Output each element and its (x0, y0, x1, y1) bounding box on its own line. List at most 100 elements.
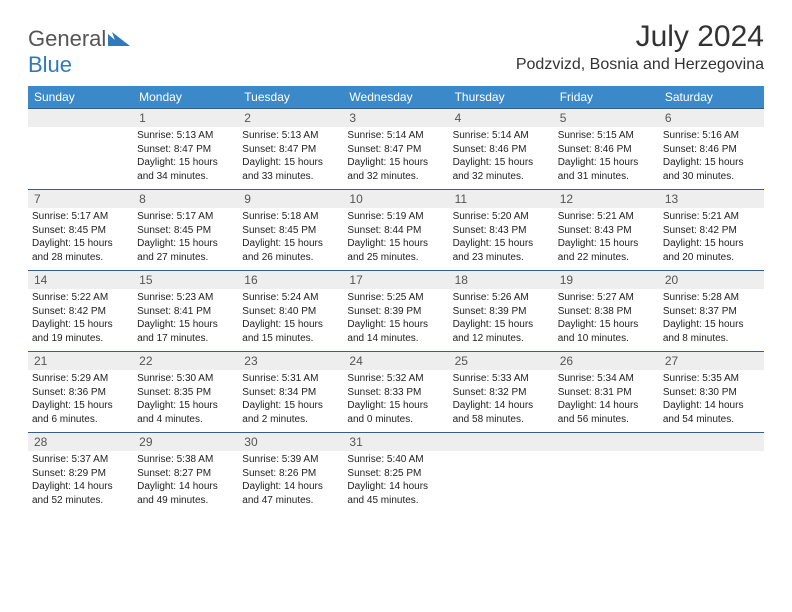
sunrise-line: Sunrise: 5:17 AM (32, 210, 129, 224)
weekday-header: Tuesday (238, 86, 343, 109)
sunrise-line: Sunrise: 5:31 AM (242, 372, 339, 386)
daylight-line: Daylight: 15 hours and 32 minutes. (347, 156, 444, 183)
sunset-line: Sunset: 8:25 PM (347, 467, 444, 481)
day-cell: Sunrise: 5:38 AMSunset: 8:27 PMDaylight:… (133, 451, 238, 513)
day-cell: Sunrise: 5:40 AMSunset: 8:25 PMDaylight:… (343, 451, 448, 513)
daylight-line: Daylight: 14 hours and 47 minutes. (242, 480, 339, 507)
logo-word-2: Blue (28, 52, 72, 77)
day-number: 31 (343, 433, 448, 452)
day-number: 14 (28, 271, 133, 290)
daylight-line: Daylight: 15 hours and 0 minutes. (347, 399, 444, 426)
sunrise-line: Sunrise: 5:26 AM (453, 291, 550, 305)
weekday-header: Wednesday (343, 86, 448, 109)
daylight-line: Daylight: 15 hours and 6 minutes. (32, 399, 129, 426)
header: General Blue July 2024 Podzvizd, Bosnia … (28, 20, 764, 78)
weekday-header: Monday (133, 86, 238, 109)
sunset-line: Sunset: 8:46 PM (558, 143, 655, 157)
daylight-line: Daylight: 15 hours and 4 minutes. (137, 399, 234, 426)
sunset-line: Sunset: 8:47 PM (137, 143, 234, 157)
title-block: July 2024 Podzvizd, Bosnia and Herzegovi… (516, 20, 764, 74)
sunset-line: Sunset: 8:45 PM (137, 224, 234, 238)
sunrise-line: Sunrise: 5:33 AM (453, 372, 550, 386)
day-number: 26 (554, 352, 659, 371)
weekday-header: Sunday (28, 86, 133, 109)
sunrise-line: Sunrise: 5:28 AM (663, 291, 760, 305)
day-number: 28 (28, 433, 133, 452)
day-cell: Sunrise: 5:29 AMSunset: 8:36 PMDaylight:… (28, 370, 133, 433)
daylight-line: Daylight: 15 hours and 15 minutes. (242, 318, 339, 345)
sunset-line: Sunset: 8:36 PM (32, 386, 129, 400)
day-number: 22 (133, 352, 238, 371)
day-number: 20 (659, 271, 764, 290)
daylight-line: Daylight: 15 hours and 8 minutes. (663, 318, 760, 345)
sunrise-line: Sunrise: 5:18 AM (242, 210, 339, 224)
day-cell: Sunrise: 5:13 AMSunset: 8:47 PMDaylight:… (238, 127, 343, 190)
sunset-line: Sunset: 8:37 PM (663, 305, 760, 319)
day-number: 18 (449, 271, 554, 290)
daylight-line: Daylight: 15 hours and 20 minutes. (663, 237, 760, 264)
day-cell: Sunrise: 5:15 AMSunset: 8:46 PMDaylight:… (554, 127, 659, 190)
sunrise-line: Sunrise: 5:37 AM (32, 453, 129, 467)
sunset-line: Sunset: 8:32 PM (453, 386, 550, 400)
day-detail-row: Sunrise: 5:22 AMSunset: 8:42 PMDaylight:… (28, 289, 764, 352)
day-detail-row: Sunrise: 5:17 AMSunset: 8:45 PMDaylight:… (28, 208, 764, 271)
sunset-line: Sunset: 8:39 PM (347, 305, 444, 319)
day-cell: Sunrise: 5:31 AMSunset: 8:34 PMDaylight:… (238, 370, 343, 433)
day-detail-row: Sunrise: 5:29 AMSunset: 8:36 PMDaylight:… (28, 370, 764, 433)
sunrise-line: Sunrise: 5:25 AM (347, 291, 444, 305)
sunset-line: Sunset: 8:43 PM (558, 224, 655, 238)
day-number (659, 433, 764, 452)
sunrise-line: Sunrise: 5:14 AM (453, 129, 550, 143)
sunrise-line: Sunrise: 5:21 AM (558, 210, 655, 224)
sunrise-line: Sunrise: 5:34 AM (558, 372, 655, 386)
sunset-line: Sunset: 8:46 PM (663, 143, 760, 157)
sunrise-line: Sunrise: 5:15 AM (558, 129, 655, 143)
day-cell (554, 451, 659, 513)
weekday-header: Thursday (449, 86, 554, 109)
weekday-header: Saturday (659, 86, 764, 109)
day-number: 17 (343, 271, 448, 290)
day-cell: Sunrise: 5:35 AMSunset: 8:30 PMDaylight:… (659, 370, 764, 433)
sunset-line: Sunset: 8:26 PM (242, 467, 339, 481)
day-cell (449, 451, 554, 513)
day-number: 5 (554, 109, 659, 128)
day-cell: Sunrise: 5:27 AMSunset: 8:38 PMDaylight:… (554, 289, 659, 352)
day-cell: Sunrise: 5:16 AMSunset: 8:46 PMDaylight:… (659, 127, 764, 190)
sunset-line: Sunset: 8:44 PM (347, 224, 444, 238)
daylight-line: Daylight: 14 hours and 58 minutes. (453, 399, 550, 426)
day-number: 12 (554, 190, 659, 209)
sunrise-line: Sunrise: 5:20 AM (453, 210, 550, 224)
day-cell (28, 127, 133, 190)
daylight-line: Daylight: 14 hours and 54 minutes. (663, 399, 760, 426)
daylight-line: Daylight: 15 hours and 27 minutes. (137, 237, 234, 264)
sunset-line: Sunset: 8:30 PM (663, 386, 760, 400)
day-number: 27 (659, 352, 764, 371)
weekday-header-row: Sunday Monday Tuesday Wednesday Thursday… (28, 86, 764, 109)
day-cell: Sunrise: 5:22 AMSunset: 8:42 PMDaylight:… (28, 289, 133, 352)
daylight-line: Daylight: 15 hours and 19 minutes. (32, 318, 129, 345)
daylight-line: Daylight: 15 hours and 32 minutes. (453, 156, 550, 183)
day-detail-row: Sunrise: 5:13 AMSunset: 8:47 PMDaylight:… (28, 127, 764, 190)
sunrise-line: Sunrise: 5:29 AM (32, 372, 129, 386)
daylight-line: Daylight: 14 hours and 49 minutes. (137, 480, 234, 507)
day-cell: Sunrise: 5:18 AMSunset: 8:45 PMDaylight:… (238, 208, 343, 271)
day-number: 6 (659, 109, 764, 128)
daylight-line: Daylight: 15 hours and 23 minutes. (453, 237, 550, 264)
sunrise-line: Sunrise: 5:24 AM (242, 291, 339, 305)
weekday-header: Friday (554, 86, 659, 109)
day-number: 8 (133, 190, 238, 209)
sunset-line: Sunset: 8:39 PM (453, 305, 550, 319)
sunrise-line: Sunrise: 5:39 AM (242, 453, 339, 467)
sunset-line: Sunset: 8:33 PM (347, 386, 444, 400)
day-number: 16 (238, 271, 343, 290)
daylight-line: Daylight: 14 hours and 45 minutes. (347, 480, 444, 507)
day-cell: Sunrise: 5:19 AMSunset: 8:44 PMDaylight:… (343, 208, 448, 271)
sunset-line: Sunset: 8:43 PM (453, 224, 550, 238)
sunrise-line: Sunrise: 5:30 AM (137, 372, 234, 386)
day-number-row: 123456 (28, 109, 764, 128)
page: General Blue July 2024 Podzvizd, Bosnia … (0, 0, 792, 533)
day-number: 13 (659, 190, 764, 209)
sunset-line: Sunset: 8:34 PM (242, 386, 339, 400)
sunset-line: Sunset: 8:40 PM (242, 305, 339, 319)
day-number: 11 (449, 190, 554, 209)
